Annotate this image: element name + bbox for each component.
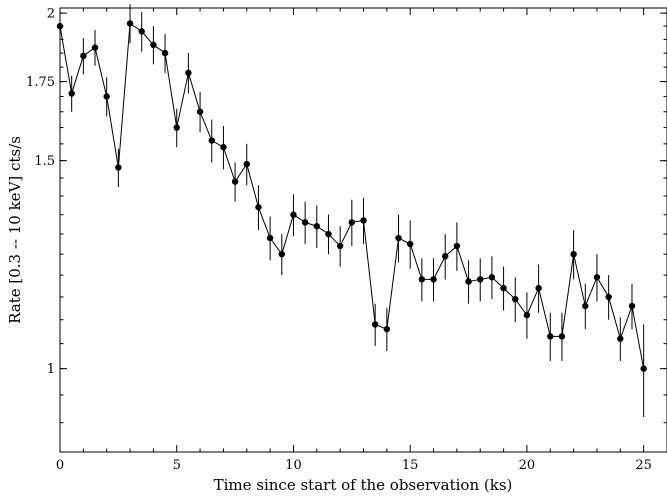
y-tick-label: 1 — [47, 362, 55, 377]
x-tick-label: 10 — [285, 458, 302, 473]
x-tick-label: 15 — [402, 458, 419, 473]
data-point — [185, 69, 192, 77]
data-point — [442, 253, 449, 260]
data-point — [301, 219, 309, 226]
data-point — [640, 365, 647, 372]
y-tick-label: 1.5 — [34, 154, 55, 169]
y-axis-label: Rate [0.3 -- 10 keV] cts/s — [6, 136, 24, 324]
data-point — [360, 217, 367, 224]
data-point — [605, 293, 612, 301]
ticks-layer: 0 5 10 15 20 25 1 1.5 1.75 2 — [26, 7, 667, 473]
data-point — [255, 203, 262, 211]
data-point — [570, 250, 577, 258]
data-point — [220, 143, 227, 151]
data-point — [395, 234, 402, 242]
data-point — [80, 52, 87, 60]
data-point — [418, 276, 426, 283]
data-point — [383, 325, 391, 333]
data-point — [453, 242, 461, 250]
data-point — [231, 178, 239, 185]
data-point — [150, 41, 157, 49]
data-point — [313, 223, 321, 230]
x-axis-label: Time since start of the observation (ks) — [214, 476, 513, 494]
data-point — [512, 295, 519, 303]
data-point — [500, 284, 507, 292]
data-point — [593, 274, 601, 281]
data-point — [243, 160, 250, 168]
data-point — [523, 311, 531, 319]
x-tick-label: 25 — [635, 458, 652, 473]
data-point — [547, 333, 554, 340]
x-tick-label: 0 — [56, 458, 64, 473]
data-point — [103, 93, 110, 100]
data-point — [348, 219, 356, 226]
data-point — [161, 49, 169, 57]
data-point — [325, 230, 332, 238]
series-line — [59, 22, 645, 369]
data-point — [336, 242, 344, 250]
data-point — [535, 284, 542, 292]
data-point — [115, 164, 122, 171]
data-point — [582, 302, 589, 310]
data-point — [91, 44, 99, 51]
data-point — [173, 124, 180, 131]
data-point — [266, 234, 274, 242]
y-tick-label: 1.75 — [26, 75, 55, 90]
data-point — [208, 137, 215, 144]
data-point — [465, 278, 472, 285]
data-layer — [56, 4, 647, 418]
data-point — [558, 333, 566, 340]
data-point — [617, 335, 624, 342]
data-point — [477, 276, 484, 283]
data-point — [68, 90, 75, 97]
data-point — [371, 321, 379, 328]
y-tick-label: 2 — [47, 7, 55, 22]
data-point — [488, 274, 496, 281]
data-point — [196, 108, 204, 115]
plot-frame — [59, 7, 667, 453]
data-point — [126, 20, 134, 27]
data-point — [430, 276, 437, 283]
x-tick-label: 20 — [519, 458, 536, 473]
x-tick-label: 5 — [173, 458, 181, 473]
data-point — [406, 240, 414, 248]
data-point — [290, 211, 297, 218]
data-point — [628, 302, 636, 310]
data-point — [278, 250, 285, 258]
data-point — [138, 28, 145, 35]
